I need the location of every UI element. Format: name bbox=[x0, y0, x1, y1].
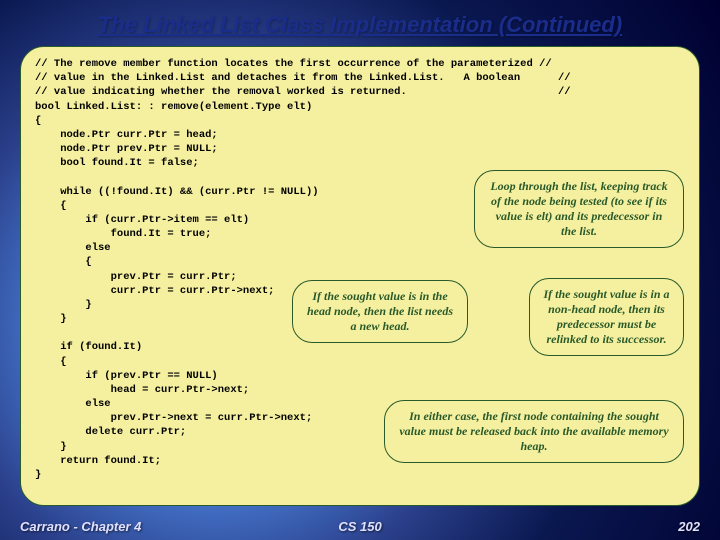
footer: Carrano - Chapter 4 CS 150 202 bbox=[20, 519, 700, 534]
annotation-1: Loop through the list, keeping track of … bbox=[474, 170, 684, 248]
annotation-4: In either case, the first node containin… bbox=[384, 400, 684, 463]
footer-center: CS 150 bbox=[338, 519, 381, 534]
page-title: The Linked List Class Implementation (Co… bbox=[20, 12, 700, 38]
annotation-3: If the sought value is in a non-head nod… bbox=[529, 278, 684, 356]
annotation-2: If the sought value is in the head node,… bbox=[292, 280, 468, 343]
footer-right: 202 bbox=[678, 519, 700, 534]
footer-left: Carrano - Chapter 4 bbox=[20, 519, 141, 534]
